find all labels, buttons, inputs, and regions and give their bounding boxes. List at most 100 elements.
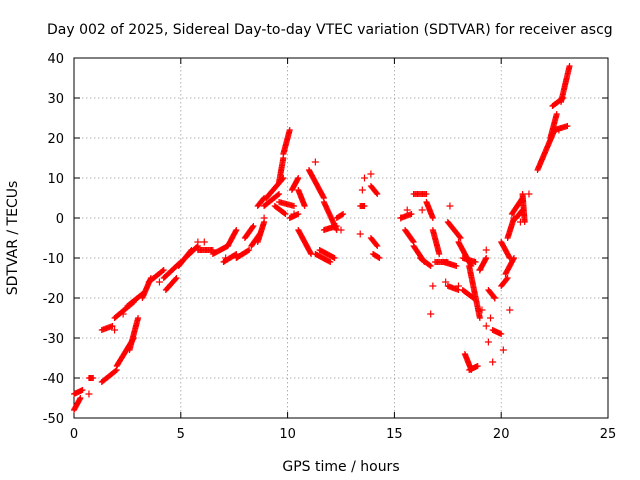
data-point: [301, 203, 308, 209]
data-point: [90, 375, 97, 381]
data-point: [160, 267, 167, 273]
data-point: [337, 226, 345, 234]
data-point: [193, 243, 200, 250]
x-tick-label: 5: [177, 427, 185, 442]
data-point: [112, 367, 119, 374]
data-point: [446, 202, 454, 210]
data-point: [409, 238, 416, 244]
data-point: [246, 247, 253, 253]
y-tick-label: -30: [43, 332, 64, 347]
data-point: [135, 315, 142, 321]
data-point: [282, 211, 289, 217]
x-axis-label: GPS time / hours: [282, 459, 399, 475]
data-point: [327, 259, 334, 265]
data-point: [233, 227, 240, 233]
data-point: [503, 276, 510, 282]
grid: [74, 58, 608, 418]
data-point: [427, 263, 434, 269]
data-point: [333, 223, 340, 229]
data-point: [436, 251, 443, 257]
x-tick-label: 0: [70, 427, 78, 442]
data-point: [111, 326, 119, 334]
data-point: [311, 158, 319, 166]
data-point: [276, 191, 283, 197]
chart-title: Day 002 of 2025, Sidereal Day-to-day VTE…: [47, 22, 613, 38]
y-tick-label: 30: [47, 92, 64, 107]
data-point: [374, 191, 381, 197]
data-point: [510, 256, 517, 263]
data-point: [491, 294, 499, 302]
data-point: [339, 211, 346, 218]
data-point: [245, 247, 252, 254]
data-point: [454, 282, 462, 290]
data-point: [426, 262, 433, 269]
data-point: [525, 190, 533, 198]
data-point: [476, 266, 484, 274]
data-point: [85, 390, 93, 398]
axis-ticks: 0 5 10 15 20 25 -50 -40 -30 -20 -10 0 10 20 30 40: [43, 52, 617, 442]
data-point: [429, 282, 437, 290]
data-point: [489, 358, 497, 366]
data-point: [499, 346, 507, 354]
data-point: [506, 253, 513, 260]
data-point: [374, 243, 381, 249]
x-tick-label: 10: [279, 427, 296, 442]
data-point: [250, 223, 257, 229]
data-point: [566, 63, 573, 69]
data-point: [260, 214, 268, 222]
data-point: [478, 306, 486, 314]
data-point: [511, 255, 518, 261]
data-point: [403, 206, 411, 214]
y-tick-label: -40: [43, 372, 64, 387]
data-point: [453, 263, 460, 269]
data-point: [518, 208, 525, 214]
data-point: [510, 214, 518, 222]
data-point: [483, 255, 490, 261]
y-tick-label: -10: [43, 252, 64, 267]
data-point: [397, 214, 405, 222]
data-point: [360, 174, 368, 182]
data-point: [358, 186, 366, 194]
data-point: [482, 322, 490, 330]
data-point: [291, 203, 298, 209]
data-point: [194, 238, 202, 246]
plot-frame: [73, 57, 609, 419]
data-point: [456, 234, 463, 240]
y-tick-label: 20: [47, 132, 64, 147]
data-point: [79, 387, 86, 393]
data-point: [472, 259, 479, 265]
data-point: [232, 228, 239, 235]
data-point: [281, 210, 288, 217]
y-tick-label: -20: [43, 292, 64, 307]
data-points: [71, 63, 573, 413]
data-point: [373, 190, 380, 196]
y-tick-label: 0: [56, 212, 64, 227]
data-point: [555, 126, 563, 134]
data-point: [375, 254, 382, 261]
data-point: [519, 207, 526, 213]
data-point: [249, 224, 256, 230]
data-point: [564, 123, 571, 129]
data-point: [119, 310, 127, 318]
data-point: [286, 127, 293, 133]
data-point: [173, 275, 180, 281]
data-point: [484, 338, 492, 346]
data-point: [275, 191, 282, 198]
data-point: [172, 275, 179, 282]
data-point: [482, 246, 490, 254]
data-point: [498, 331, 505, 337]
data-point: [429, 215, 436, 221]
data-point: [516, 218, 524, 226]
data-point: [506, 306, 514, 314]
data-point: [474, 363, 481, 369]
data-point: [155, 278, 163, 286]
data-point: [490, 294, 497, 300]
y-axis-label: SDTVAR / TECUs: [5, 181, 21, 296]
y-tick-label: 10: [47, 172, 64, 187]
data-point: [159, 267, 166, 274]
data-point: [222, 254, 230, 262]
data-point: [356, 230, 364, 238]
x-tick-label: 15: [386, 427, 403, 442]
data-point: [260, 196, 267, 202]
